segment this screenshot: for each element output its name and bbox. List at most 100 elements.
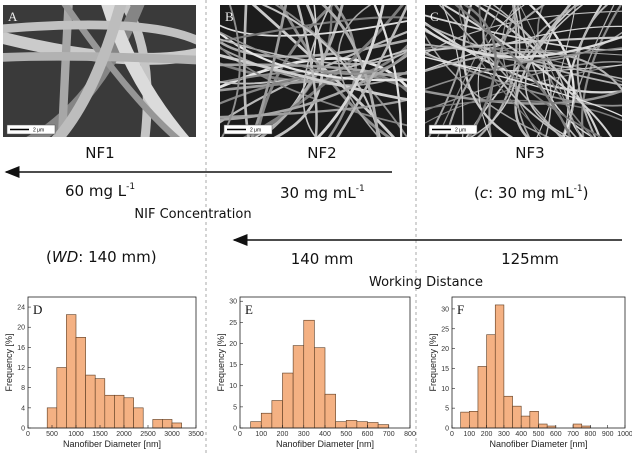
fiber [250, 5, 288, 137]
fiber [568, 5, 615, 137]
x-tick-label: 3500 [188, 431, 204, 438]
x-tick-label: 600 [550, 431, 562, 438]
bar [468, 411, 479, 429]
scale-bar-box [6, 124, 56, 135]
bar [345, 420, 358, 429]
fiber [51, 5, 127, 137]
y-tick-label: 20 [229, 341, 237, 348]
bar [250, 421, 262, 429]
fiber [425, 56, 622, 117]
y-tick-label: 15 [441, 366, 449, 373]
bar [460, 411, 470, 429]
fiber [501, 5, 542, 137]
bar [572, 423, 583, 429]
bar [503, 395, 513, 429]
fiber [220, 38, 407, 65]
scale-label: 2 μm [455, 128, 466, 134]
fiber [515, 5, 581, 137]
sample-name: NF3 [515, 144, 544, 162]
fiber [259, 5, 344, 137]
fiber [254, 5, 317, 137]
concentration: 60 mg L-1 [65, 182, 135, 200]
fiber [438, 5, 562, 137]
bar [260, 412, 273, 429]
x-tick-label: 900 [602, 431, 614, 438]
x-tick-label: 3000 [164, 431, 180, 438]
x-tick-label: 100 [255, 431, 267, 438]
y-axis-label: Frequency [%] [428, 333, 438, 391]
y-tick-label: 20 [17, 325, 25, 332]
x-tick-label: 500 [340, 431, 352, 438]
fiber [463, 5, 497, 137]
x-tick-label: 0 [238, 431, 242, 438]
bar [377, 424, 390, 429]
bar [529, 411, 539, 429]
x-tick-label: 600 [362, 431, 374, 438]
fiber [425, 51, 622, 72]
x-tick-label: 300 [298, 431, 310, 438]
axis-label: Working Distance [369, 275, 483, 290]
scale-bar-box [223, 124, 273, 135]
fiber [482, 5, 552, 137]
sample-name: NF2 [307, 144, 336, 162]
fiber [101, 5, 190, 137]
fiber [425, 25, 622, 71]
bar [85, 374, 96, 429]
bar [292, 345, 305, 429]
fiber [221, 5, 241, 137]
y-tick-label: 25 [441, 326, 449, 333]
y-tick-label: 30 [441, 306, 449, 313]
fibers [425, 5, 622, 137]
fiber [302, 5, 332, 137]
bar [46, 407, 58, 429]
distance: 125mm [501, 250, 559, 268]
bar [335, 421, 347, 429]
scale-bar-box [428, 124, 478, 135]
y-axis-label: Frequency [%] [216, 333, 226, 391]
y-tick-label: 20 [441, 346, 449, 353]
fiber [220, 63, 407, 83]
fiber [220, 45, 407, 127]
fiber [482, 5, 565, 137]
panel-letter: D [33, 302, 42, 317]
bar [114, 394, 125, 429]
bar [367, 422, 379, 429]
x-axis-label: Nanofiber Diameter [nm] [276, 439, 374, 449]
fiber [242, 5, 404, 137]
x-tick-label: 2500 [140, 431, 156, 438]
x-axis-label: Nanofiber Diameter [nm] [489, 439, 587, 449]
x-tick-label: 800 [404, 431, 416, 438]
fiber [296, 5, 318, 137]
y-tick-label: 8 [21, 385, 25, 392]
fiber [425, 27, 622, 59]
plot-frame [27, 296, 197, 429]
y-tick-label: 12 [17, 365, 25, 372]
fiber [321, 5, 380, 137]
fibers [220, 5, 407, 137]
panel-letter: B [225, 9, 234, 24]
panel-letter: A [8, 9, 18, 24]
fiber [220, 32, 407, 82]
y-tick-label: 10 [441, 386, 449, 393]
fiber [251, 5, 396, 137]
x-tick-label: 1000 [68, 431, 84, 438]
distance: (WD: 140 mm) [46, 248, 157, 266]
y-tick-label: 25 [229, 320, 237, 327]
fiber [469, 5, 521, 137]
y-tick-label: 24 [17, 305, 25, 312]
x-tick-label: 800 [585, 431, 597, 438]
scale-label: 2 μm [33, 128, 44, 134]
panel-letter: C [430, 9, 439, 24]
bar [282, 372, 294, 429]
y-tick-label: 30 [229, 299, 237, 306]
y-tick-label: 0 [445, 426, 449, 433]
concentration: 30 mg mL-1 [280, 184, 365, 202]
bar [171, 422, 182, 429]
fiber [425, 14, 622, 51]
fiber [425, 44, 622, 56]
fiber [373, 5, 403, 137]
fiber [3, 20, 196, 45]
x-tick-label: 400 [515, 431, 527, 438]
panel-letter: E [245, 302, 253, 317]
y-tick-label: 16 [17, 345, 25, 352]
